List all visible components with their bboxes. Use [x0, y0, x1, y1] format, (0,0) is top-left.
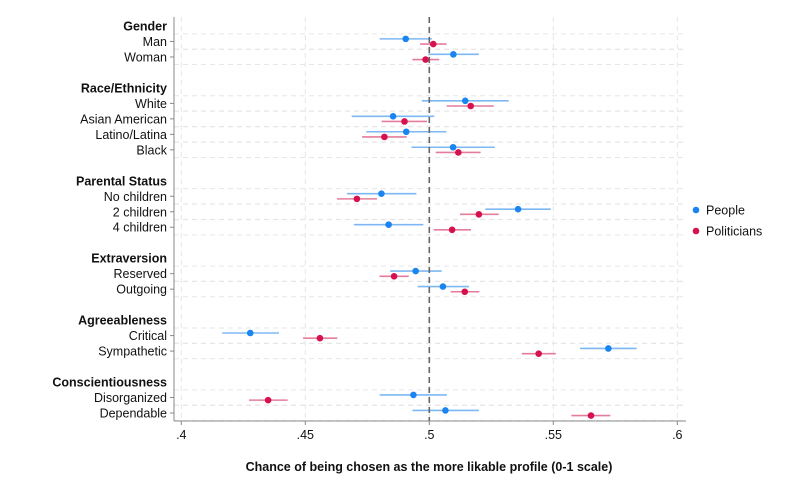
point-politicians	[422, 56, 429, 63]
point-people	[442, 407, 449, 414]
group-header: Conscientiousness	[52, 376, 167, 390]
point-politicians	[475, 211, 483, 218]
x-tick-label: .55	[545, 428, 562, 442]
item-label: 4 children	[113, 221, 167, 235]
point-people	[412, 267, 419, 275]
x-tick-label: .5	[424, 428, 434, 442]
group-header: Agreeableness	[78, 314, 167, 328]
item-label: Outgoing	[116, 283, 167, 297]
item-label: Sympathetic	[98, 345, 167, 359]
point-people	[449, 143, 457, 151]
point-politicians	[390, 272, 398, 280]
legend: People Politicians	[692, 204, 762, 239]
point-politicians	[448, 226, 456, 234]
point-people	[385, 221, 392, 228]
point-politicians	[264, 396, 272, 404]
point-politicians	[401, 118, 408, 125]
legend-marker-people	[692, 206, 700, 214]
x-tick-label: .45	[297, 428, 314, 442]
group-header: Race/Ethnicity	[81, 81, 167, 95]
legend-marker-politicians	[692, 227, 700, 235]
point-people	[450, 51, 457, 58]
point-politicians	[587, 412, 595, 419]
point-politicians	[353, 195, 361, 203]
point-people	[461, 97, 469, 105]
item-label: Black	[136, 143, 167, 157]
axes: .4 .45 .5 .55 .6	[170, 17, 686, 442]
point-people	[514, 205, 522, 213]
item-label: Woman	[124, 50, 167, 64]
group-header: Gender	[123, 20, 167, 34]
point-politicians	[316, 334, 324, 342]
point-politicians	[381, 133, 388, 141]
item-label: 2 children	[113, 205, 167, 219]
item-label: Latino/Latina	[95, 128, 167, 142]
item-label: Disorganized	[94, 391, 167, 405]
point-politicians	[461, 288, 469, 296]
item-label: White	[135, 97, 167, 111]
legend-label-politicians: Politicians	[706, 225, 762, 239]
item-label: No children	[104, 190, 167, 204]
legend-label-people: People	[706, 204, 745, 218]
point-people	[410, 391, 417, 399]
point-people	[439, 283, 447, 290]
group-header: Extraversion	[91, 252, 167, 266]
point-people	[389, 112, 397, 120]
item-label: Dependable	[100, 407, 167, 421]
point-people	[246, 329, 254, 337]
point-people	[402, 128, 410, 136]
point-politicians	[467, 102, 475, 110]
point-people	[605, 345, 612, 352]
x-tick-label: .4	[176, 428, 186, 442]
x-axis-title: Chance of being chosen as the more likab…	[246, 460, 613, 474]
point-people	[378, 190, 385, 197]
item-label: Critical	[129, 329, 167, 343]
group-header: Parental Status	[76, 174, 167, 188]
item-label: Man	[143, 35, 167, 49]
point-politicians	[535, 350, 542, 357]
point-politicians	[429, 40, 437, 48]
item-label: Reserved	[114, 267, 168, 281]
point-people	[402, 35, 410, 43]
point-politicians	[455, 149, 462, 156]
x-tick-label: .6	[672, 428, 682, 442]
item-label: Asian American	[80, 112, 167, 126]
data-marks	[222, 35, 637, 419]
